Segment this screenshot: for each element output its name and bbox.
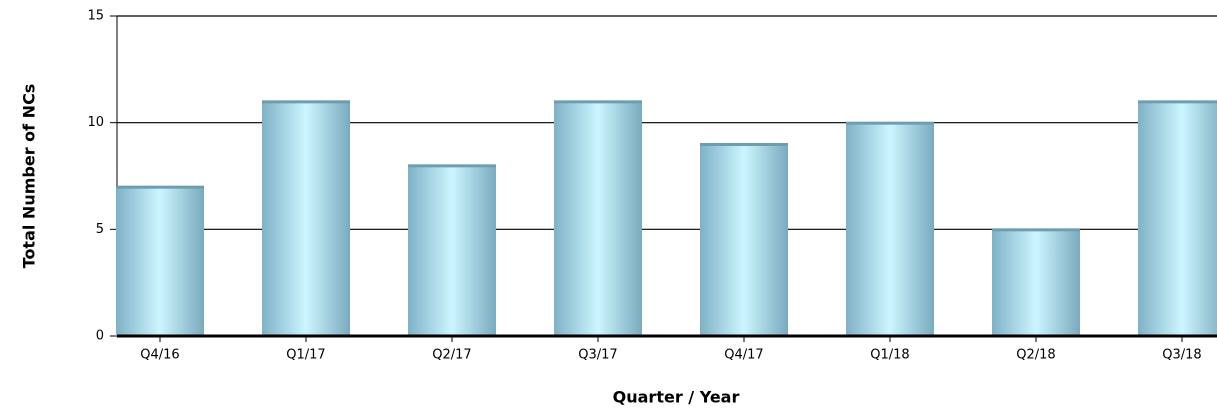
bar xyxy=(408,165,496,336)
y-tick-label: 10 xyxy=(87,115,104,130)
x-tick-label: Q3/17 xyxy=(578,348,617,363)
x-tick-label: Q2/18 xyxy=(1016,348,1055,363)
x-tick-label: Q3/18 xyxy=(1162,348,1201,363)
bar-cap xyxy=(554,100,642,104)
x-axis-title: Quarter / Year xyxy=(613,388,740,407)
bar-cap xyxy=(262,100,350,104)
x-tick-label: Q1/17 xyxy=(286,348,325,363)
bar xyxy=(116,186,204,336)
bar xyxy=(262,101,350,336)
bar-cap xyxy=(1138,100,1217,104)
bar-cap xyxy=(700,143,788,146)
bar xyxy=(554,101,642,336)
x-tick-label: Q2/17 xyxy=(432,348,471,363)
y-tick-label: 15 xyxy=(87,9,104,24)
bar xyxy=(846,122,934,337)
bar-cap xyxy=(408,164,496,168)
bar xyxy=(1138,101,1217,336)
bar xyxy=(700,144,788,336)
y-tick-label: 5 xyxy=(96,222,104,237)
y-tick-label: 0 xyxy=(96,329,104,344)
bar-cap xyxy=(846,121,934,125)
y-axis-title: Total Number of NCs xyxy=(20,84,39,269)
bar-cap xyxy=(116,185,204,189)
bar xyxy=(992,229,1080,336)
x-tick-label: Q4/16 xyxy=(140,348,179,363)
bar-cap xyxy=(992,228,1080,232)
x-tick-label: Q1/18 xyxy=(870,348,909,363)
x-tick-label: Q4/17 xyxy=(724,348,763,363)
